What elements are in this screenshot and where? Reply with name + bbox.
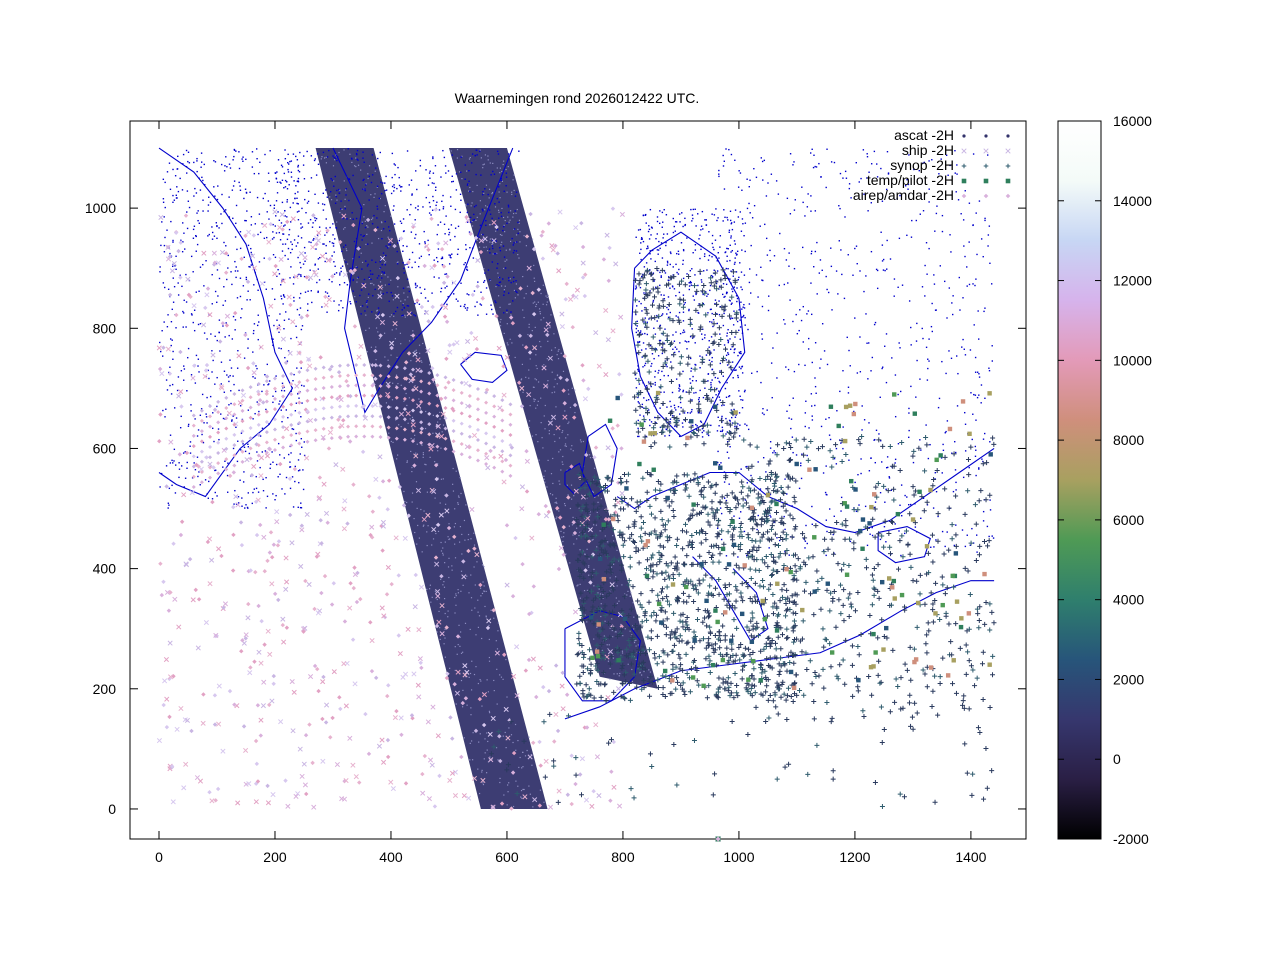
legend-sample	[961, 148, 1011, 154]
plot-area	[156, 147, 997, 811]
coastline-2	[460, 351, 508, 383]
coastline-9	[564, 580, 995, 720]
x-tick-label: 800	[611, 849, 635, 865]
airep-markers	[156, 206, 625, 811]
colorbar-tick-label: 16000	[1113, 113, 1152, 129]
legend-label: synop -2H	[890, 157, 954, 173]
legend-label: ship -2H	[902, 142, 954, 158]
legend-sample	[961, 163, 1011, 169]
colorbar-tick-label: 12000	[1113, 273, 1152, 289]
plot-border	[129, 120, 1027, 840]
legend-label: airep/amdar -2H	[853, 187, 954, 203]
x-tick-label: 0	[155, 849, 163, 865]
temp-markers	[588, 390, 993, 691]
y-tick-label: 400	[93, 561, 117, 577]
colorbar: -2000 0 2000 4000 6000 8000 10000 12000 14000 160…	[1057, 113, 1152, 847]
x-tick-label: 1400	[955, 849, 986, 865]
chart-title: Waarnemingen rond 2026012422 UTC.	[455, 90, 700, 106]
colorbar-tick-label: 2000	[1113, 671, 1144, 687]
legend-sample	[961, 178, 1011, 184]
colorbar-tick-label: 10000	[1113, 352, 1152, 368]
coastline-4	[631, 231, 746, 438]
legend-sample	[961, 193, 1011, 199]
synop-markers	[488, 266, 997, 810]
y-tick-label: 1000	[85, 200, 116, 216]
y-tick-label: 800	[93, 320, 117, 336]
coastline-6	[564, 462, 586, 495]
x-tick-label: 200	[263, 849, 287, 865]
coastline-7	[616, 448, 995, 534]
colorbar-tick-label: 6000	[1113, 512, 1144, 528]
colorbar-tick-label: 4000	[1113, 592, 1144, 608]
y-tick-label: 200	[93, 681, 117, 697]
x-tick-label: 1000	[723, 849, 754, 865]
coastlines	[158, 147, 995, 720]
legend-label: ascat -2H	[894, 127, 954, 143]
coastline-11	[877, 525, 931, 564]
plot-frame: 0 200 400 600 800 1000 1200 1400 0 200 400 600 800 10…	[85, 120, 1027, 865]
legend-label: temp/pilot -2H	[867, 172, 954, 188]
colorbar-tick-label: -2000	[1113, 831, 1149, 847]
colorbar-tick-label: 0	[1113, 751, 1121, 767]
legend-sample	[962, 134, 1010, 138]
plot-inner	[156, 147, 997, 811]
y-tick-label: 0	[108, 801, 116, 817]
colorbar-tick-label: 14000	[1113, 193, 1152, 209]
colorbar-strip	[1057, 120, 1102, 840]
y-tick-label: 600	[93, 440, 117, 456]
x-tick-label: 1200	[839, 849, 870, 865]
x-tick-label: 600	[495, 849, 519, 865]
x-tick-label: 400	[379, 849, 403, 865]
colorbar-tick-label: 8000	[1113, 432, 1144, 448]
land-texture	[159, 148, 995, 558]
coastline-1	[332, 147, 514, 414]
ascat-swath-1	[315, 148, 548, 809]
